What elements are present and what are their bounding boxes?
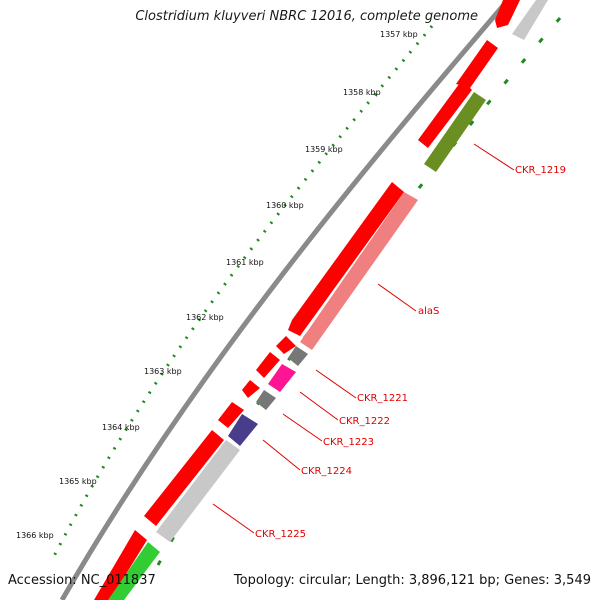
kbp-label: 1365 kbp <box>59 477 97 486</box>
gene-label-ckr-1221: CKR_1221 <box>357 393 408 404</box>
feature-ckr-1219[interactable] <box>424 92 486 172</box>
kbp-label: 1360 kbp <box>266 201 304 210</box>
feature-ckr-1222[interactable] <box>268 364 296 392</box>
kbp-label: 1361 kbp <box>226 258 264 267</box>
cds-feature[interactable] <box>242 380 260 398</box>
backbone-line <box>59 0 510 600</box>
kbp-label: 1363 kbp <box>144 367 182 376</box>
gene-label-ckr-1224: CKR_1224 <box>301 466 352 477</box>
gene-label-ckr-1222: CKR_1222 <box>339 416 390 427</box>
cds-feature[interactable] <box>288 182 404 336</box>
feature-grey-top[interactable] <box>512 0 548 40</box>
cds-feature[interactable] <box>218 402 244 428</box>
kbp-label: 1357 kbp <box>380 30 418 39</box>
cds-feature[interactable] <box>456 40 498 88</box>
forward-strand-features <box>94 0 520 600</box>
feature-ckr-1225[interactable] <box>156 440 240 542</box>
reverse-strand-features <box>108 0 548 600</box>
kbp-label: 1364 kbp <box>102 423 140 432</box>
feature-alas[interactable] <box>300 192 418 350</box>
feature-ckr-1221[interactable] <box>288 346 308 366</box>
gene-label-ckr-1219: CKR_1219 <box>515 165 566 176</box>
feature-ckr-1224[interactable] <box>228 414 258 446</box>
kbp-label: 1359 kbp <box>305 145 343 154</box>
tick-dotted-line <box>50 25 434 561</box>
gene-label-alas: alaS <box>418 306 439 317</box>
genome-summary-text: Topology: circular; Length: 3,896,121 bp… <box>233 573 591 588</box>
kbp-label: 1362 kbp <box>186 313 224 322</box>
cds-feature[interactable] <box>94 530 147 600</box>
accession-text: Accession: NC_011837 <box>8 573 156 588</box>
cds-feature[interactable] <box>418 80 472 148</box>
kbp-label: 1366 kbp <box>16 531 54 540</box>
inner-dash-line <box>148 17 562 581</box>
map-title: Clostridium kluyveri NBRC 12016, complet… <box>135 9 478 24</box>
feature-green[interactable] <box>108 542 160 600</box>
cds-feature[interactable] <box>256 352 280 378</box>
label-leaders <box>212 143 515 534</box>
cds-feature[interactable] <box>276 336 296 354</box>
cds-feature[interactable] <box>144 430 224 526</box>
gene-label-ckr-1223: CKR_1223 <box>323 437 374 448</box>
cds-feature[interactable] <box>495 0 520 28</box>
gene-label-ckr-1225: CKR_1225 <box>255 529 306 540</box>
kbp-label: 1358 kbp <box>343 88 381 97</box>
feature-ckr-1223[interactable] <box>256 390 276 410</box>
